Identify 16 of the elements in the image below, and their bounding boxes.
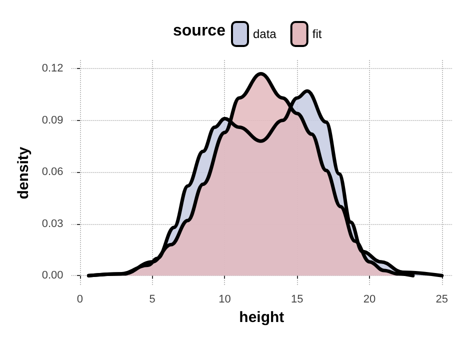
x-tick-label: 5	[149, 294, 156, 306]
y-tick-label: 0.03	[42, 218, 64, 230]
y-tick-label: 0.00	[42, 270, 64, 282]
legend-label: data	[253, 27, 277, 41]
x-tick-label: 25	[436, 294, 448, 306]
x-tick-label: 20	[363, 294, 376, 306]
y-axis-title: density	[15, 146, 32, 200]
y-tick-label: 0.06	[42, 166, 64, 178]
x-tick-label: 0	[76, 294, 84, 306]
y-tick-label: 0.12	[42, 62, 64, 75]
legend-title: source	[173, 22, 226, 40]
x-axis-title: height	[239, 309, 284, 326]
x-tick-label: 10	[218, 294, 231, 306]
x-tick-label: 15	[290, 294, 304, 306]
legend-label: fit	[312, 27, 322, 41]
y-tick-label: 0.09	[42, 114, 64, 126]
